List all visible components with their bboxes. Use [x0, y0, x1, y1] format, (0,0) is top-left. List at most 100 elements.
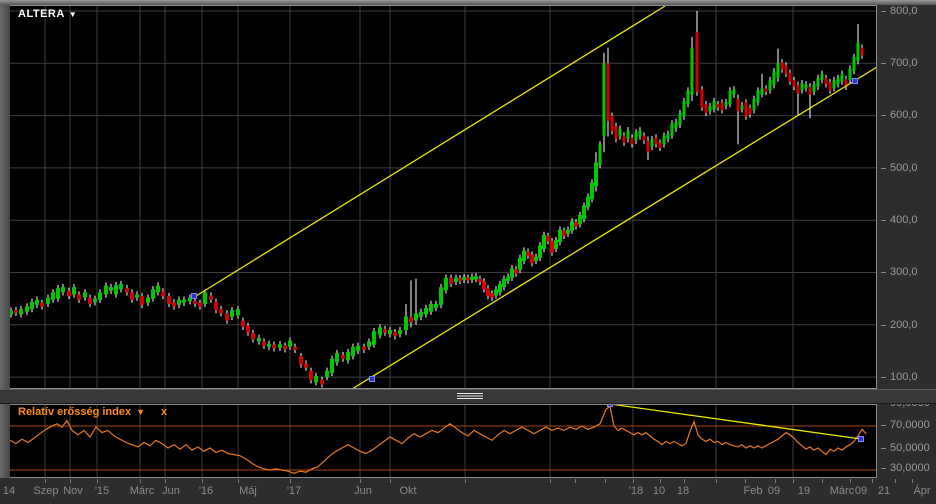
candle-body [736, 98, 740, 112]
main-chart-panel[interactable]: ALTERA ▼ [10, 5, 877, 389]
candle-body [188, 297, 192, 302]
candle-body [486, 288, 490, 297]
candle-body [700, 89, 704, 108]
candle-body [740, 105, 744, 110]
date-axis-label: Feb [743, 485, 763, 497]
candle-body [434, 303, 438, 309]
candle-body [670, 123, 674, 136]
upper-channel-line[interactable] [195, 5, 666, 297]
trendline-handle[interactable] [607, 404, 613, 407]
main-plot-svg[interactable] [10, 5, 877, 389]
candle-body [720, 102, 724, 111]
symbol-name: ALTERA [18, 8, 65, 20]
trendline-handle[interactable] [191, 293, 197, 299]
candle-body [167, 296, 171, 304]
candle-body [626, 130, 630, 140]
candle-body [800, 83, 804, 91]
candle-body [634, 132, 638, 141]
indicator-chevron-down-icon[interactable]: ▼ [136, 407, 146, 417]
candle-body [578, 214, 582, 225]
candle-body [140, 296, 144, 305]
candle-body [109, 287, 113, 291]
candle-body [860, 47, 864, 56]
candle-body [439, 287, 443, 305]
date-tick [775, 479, 776, 483]
candle-body [522, 250, 526, 261]
candle-body [214, 301, 218, 311]
price-axis[interactable]: 800,0 700,0 600,0 500,0 400,0 300,0 200,0 100,0… [877, 5, 936, 478]
candle-body [314, 376, 318, 383]
candle-body [88, 297, 92, 304]
candle-body [534, 256, 538, 261]
lower-channel-line[interactable] [351, 66, 877, 389]
symbol-selector[interactable]: ALTERA ▼ [18, 8, 77, 20]
candle-body [193, 300, 197, 304]
chevron-down-icon[interactable]: ▼ [68, 9, 78, 19]
date-tick [202, 479, 203, 483]
candle-body [236, 309, 240, 316]
rsi-header: Relatív erősség index ▼ x [18, 406, 167, 418]
candle-body [518, 257, 522, 270]
candle-body [844, 78, 848, 87]
candle-body [514, 269, 518, 274]
candle-body [267, 343, 271, 347]
price-axis-label: 700,0 [890, 57, 918, 69]
date-tick [684, 479, 685, 483]
candle-body [356, 345, 360, 351]
drag-handle-icon[interactable] [457, 393, 483, 401]
date-axis-label: Jun [162, 485, 180, 497]
date-axis-label: Szep [33, 485, 59, 497]
rsi-tick [881, 448, 886, 449]
candle-body [372, 331, 376, 345]
candle-body [283, 345, 287, 350]
price-axis-label: 300,0 [890, 266, 918, 278]
date-axis-label: '15 [94, 485, 110, 497]
candle-body [690, 47, 694, 95]
candle-body [309, 370, 313, 381]
candle-body [816, 77, 820, 87]
candle-body [304, 363, 308, 368]
date-tick [912, 479, 913, 483]
candle-body [424, 308, 428, 315]
price-tick [881, 377, 886, 378]
window-top-border [0, 0, 936, 5]
trendline-handle[interactable] [852, 78, 858, 84]
rsi-plot-svg[interactable] [10, 404, 877, 478]
candle-body [177, 299, 181, 305]
candle-body [414, 313, 418, 321]
candle-body [51, 292, 55, 300]
indicator-close-button[interactable]: x [161, 406, 168, 418]
candle-body [780, 62, 784, 70]
rsi-down-trendline[interactable] [609, 404, 862, 440]
candle-body [638, 130, 642, 137]
candle-body [586, 196, 590, 208]
candle-body [454, 277, 458, 282]
candle-body [156, 285, 160, 293]
rsi-panel[interactable]: Relatív erősség index ▼ x [10, 404, 877, 478]
candle-body [490, 293, 494, 298]
candle-body [804, 84, 808, 89]
candle-body [125, 288, 129, 293]
candle-body [776, 63, 780, 78]
candle-body [77, 294, 81, 300]
candle-body [554, 240, 558, 249]
date-tick [97, 479, 98, 483]
date-tick [793, 479, 794, 483]
candle-body [646, 140, 650, 153]
candle-body [566, 229, 570, 234]
panel-splitter[interactable] [0, 389, 936, 404]
candle-body [182, 299, 186, 303]
trendline-handle[interactable] [369, 376, 375, 382]
candle-body [67, 290, 71, 297]
candle-body [299, 356, 303, 365]
candle-body [341, 355, 345, 359]
trendline-handle[interactable] [858, 436, 864, 442]
candle-body [161, 291, 165, 297]
candle-body [10, 310, 13, 315]
date-tick [716, 479, 717, 483]
date-axis[interactable]: 14 Szep Nov '15 Márc Jun '16 Máj '17 Jun Okt '18 10 1… [0, 478, 936, 504]
candle-body [574, 222, 578, 227]
candle-body [209, 295, 213, 300]
candle-body [362, 346, 366, 350]
